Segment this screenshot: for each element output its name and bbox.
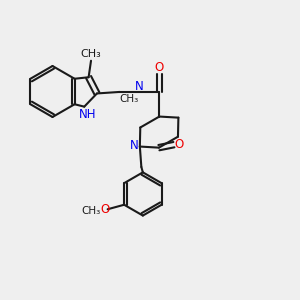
Text: CH₃: CH₃ bbox=[120, 94, 139, 104]
Text: O: O bbox=[155, 61, 164, 74]
Text: N: N bbox=[130, 140, 138, 152]
Text: CH₃: CH₃ bbox=[81, 49, 101, 59]
Text: O: O bbox=[100, 203, 109, 216]
Text: O: O bbox=[175, 138, 184, 151]
Text: NH: NH bbox=[79, 108, 97, 121]
Text: CH₃: CH₃ bbox=[82, 206, 101, 216]
Text: N: N bbox=[135, 80, 143, 93]
